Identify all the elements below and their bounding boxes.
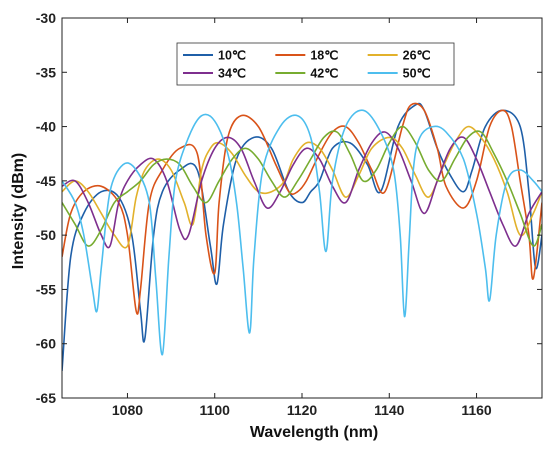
- legend-label: 26℃: [403, 49, 431, 63]
- series-line-6: [62, 109, 542, 356]
- series-line-1: [62, 102, 542, 371]
- legend-label: 10℃: [218, 49, 246, 63]
- legend-label: 42℃: [310, 67, 338, 81]
- y-axis-title: Intensity (dBm): [10, 153, 27, 269]
- y-tick-label: -40: [36, 119, 56, 135]
- y-tick-label: -60: [36, 336, 56, 352]
- plot-content: [62, 102, 542, 371]
- y-tick-label: -65: [36, 390, 56, 406]
- x-tick-label: 1120: [287, 402, 318, 418]
- y-tick-label: -50: [36, 227, 56, 243]
- y-tick-label: -30: [36, 10, 56, 26]
- x-tick-label: 1100: [200, 402, 231, 418]
- legend-box: [176, 42, 455, 86]
- series-line-4: [62, 131, 542, 249]
- legend-label: 18℃: [310, 49, 338, 63]
- x-axis-title: Wavelength (nm): [250, 424, 378, 441]
- y-tick-label: -55: [36, 281, 56, 297]
- y-tick-label: -35: [36, 64, 56, 80]
- y-tick-label: -45: [36, 173, 56, 189]
- legend-label: 34℃: [218, 67, 246, 81]
- series-line-2: [62, 102, 542, 315]
- x-tick-label: 1140: [374, 402, 405, 418]
- tick-layer: 1080 1100 1120 1140 1160 -30 -35 -40 -45 -50 -55 -6…: [36, 10, 542, 418]
- x-tick-label: 1080: [112, 402, 143, 418]
- x-tick-label: 1160: [461, 402, 492, 418]
- legend-label: 50℃: [403, 67, 431, 81]
- legend: 10℃ 18℃ 26℃ 34℃ 42℃ 50℃: [176, 42, 455, 86]
